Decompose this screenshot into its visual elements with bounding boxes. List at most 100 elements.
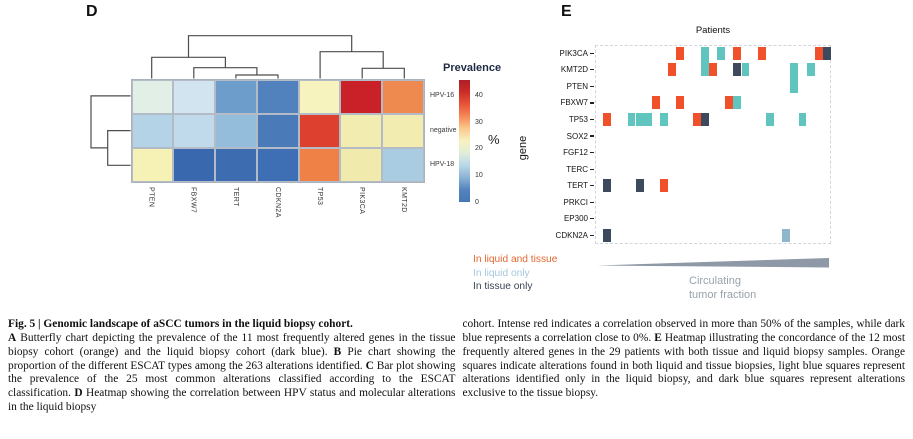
tile-TP53-p14-tissue [700,112,709,126]
ctf-annotation-line1: Circulating [689,275,741,287]
column-label-TERT: TERT [231,187,239,207]
heatmap-cell-HPV-18-PIK3CA [340,147,383,182]
heatmap-cell-HPV-16-PIK3CA [340,79,383,114]
tile-FBXW7-p11-both [676,96,685,110]
figure-caption: Fig. 5 | Genomic landscape of aSCC tumor… [8,318,905,415]
colorbar-tick-0: 0 [475,198,479,206]
caption-left-column: Fig. 5 | Genomic landscape of aSCC tumor… [8,318,455,415]
panel-e-label: E [561,3,572,20]
gene-axis-tick [590,118,594,121]
tile-KMT2D-p25-liquid [790,63,799,93]
tile-FBXW7-p8-both [652,96,660,110]
colorbar [459,80,470,202]
heatmap-cell-HPV-16-TERT [215,79,257,114]
tile-PIK3CA-p11-both [676,46,685,60]
heatmap-cell-HPV-16-KMT2D [382,79,424,114]
column-dendrogram [151,35,405,79]
column-label-TP53: TP53 [315,187,323,206]
caption-left-body: A Butterfly chart depicting the prevalen… [8,331,456,414]
colorbar-title: Prevalence [443,62,502,74]
ctf-annotation-line2: tumor fraction [689,289,757,301]
tile-KMT2D-p15-both [709,63,717,77]
dendrogram [90,35,405,166]
caption-right-column: cohort. Intense red indicates a correlat… [462,318,905,415]
colorbar-tick-10: 10 [475,171,483,179]
row-label-HPV-18: HPV-18 [430,161,455,169]
gene-label-EP300: EP300 [563,214,588,224]
gene-axis-tick [590,218,594,220]
heatmap-cell-HPV-18-FBXW7 [173,147,216,182]
tile-PIK3CA-p16-liquid [717,46,726,60]
column-label-FBXW7: FBXW7 [189,187,197,214]
x-axis-title: Patients [695,25,731,36]
colorbar-tick-40: 40 [475,92,483,100]
tile-TERT-p6-tissue [635,179,644,193]
tile-TP53-p13-both [692,112,701,126]
panel-d-label: D [86,3,98,20]
tile-PIK3CA-p21-both [757,46,766,60]
tile-TP53-p6-liquid [635,112,644,126]
caption-right-body: cohort. Intense red indicates a correlat… [462,318,905,400]
gene-label-KMT2D: KMT2D [560,65,588,75]
gene-axis-tick [590,151,594,154]
colorbar-unit-label: % [488,132,500,147]
heatmap-cell-HPV-16-TP53 [298,79,341,114]
gene-axis-tick [590,234,594,236]
heatmap-cell-negative-FBXW7 [173,113,216,148]
gene-label-SOX2: SOX2 [566,131,588,141]
tile-KMT2D-p18-tissue [733,63,742,77]
gene-label-TP53: TP53 [568,114,588,124]
gene-axis-tick [590,201,594,203]
tile-CDKN2A-p24-liquid_faded [782,228,791,242]
colorbar-tick-30: 30 [475,118,483,126]
tile-KMT2D-p19-liquid [741,63,750,77]
concordance-plot-area [595,45,831,244]
circulating-tumor-fraction-wedge [597,258,829,268]
gene-axis-tick [590,185,594,187]
tile-KMT2D-p10-both [668,63,677,77]
heatmap-cell-HPV-18-TERT [215,147,257,182]
gene-label-CDKN2A: CDKN2A [555,230,588,240]
caption-title: Fig. 5 | Genomic landscape of aSCC tumor… [8,318,353,330]
gene-label-PTEN: PTEN [566,81,588,91]
heatmap-cell-negative-KMT2D [382,113,424,148]
row-label-negative: negative [430,126,457,134]
gene-label-PIK3CA: PIK3CA [559,48,588,58]
heatmap-cell-negative-TERT [215,113,257,148]
tile-PIK3CA-p29-tissue [822,46,831,60]
tile-TP53-p9-liquid [660,112,669,126]
gene-axis-tick [590,52,594,54]
gene-axis-tick [590,69,594,71]
heatmap-cell-HPV-18-PTEN [131,147,174,182]
column-label-PTEN: PTEN [147,187,155,208]
hpv-heatmap-grid [130,78,425,183]
heatmap-cell-HPV-16-CDKN2A [256,79,299,114]
tile-TERT-p2-tissue [603,179,612,193]
column-label-CDKN2A: CDKN2A [273,187,281,218]
legend-item-3: In tissue only [473,281,533,292]
heatmap-cell-HPV-16-FBXW7 [173,79,216,114]
heatmap-cell-HPV-18-TP53 [298,147,341,182]
tile-TP53-p2-both [603,112,612,126]
row-label-HPV-16: HPV-16 [430,91,455,99]
gene-axis-tick [590,168,594,170]
tile-FBXW7-p18-liquid [733,96,742,110]
y-axis-title: gene [517,135,529,161]
heatmap-cell-HPV-18-KMT2D [382,147,424,182]
tile-KMT2D-p27-liquid [806,63,815,77]
colorbar-tick-20: 20 [475,145,483,153]
column-label-PIK3CA: PIK3CA [357,187,365,215]
gene-label-TERC: TERC [566,164,588,174]
heatmap-cell-HPV-16-PTEN [131,79,174,114]
heatmap-cell-negative-TP53 [298,113,341,148]
heatmap-cell-negative-PTEN [131,113,174,148]
legend-item-1: In liquid and tissue [473,254,558,265]
tile-TERT-p9-both [660,179,669,193]
tile-CDKN2A-p2-tissue [603,228,612,242]
column-label-KMT2D: KMT2D [399,187,407,213]
gene-label-FBXW7: FBXW7 [560,98,588,108]
heatmap-cell-negative-CDKN2A [256,113,299,148]
gene-axis-tick [590,102,594,104]
heatmap-cell-HPV-18-CDKN2A [256,147,299,182]
gene-label-TERT: TERT [567,181,588,191]
